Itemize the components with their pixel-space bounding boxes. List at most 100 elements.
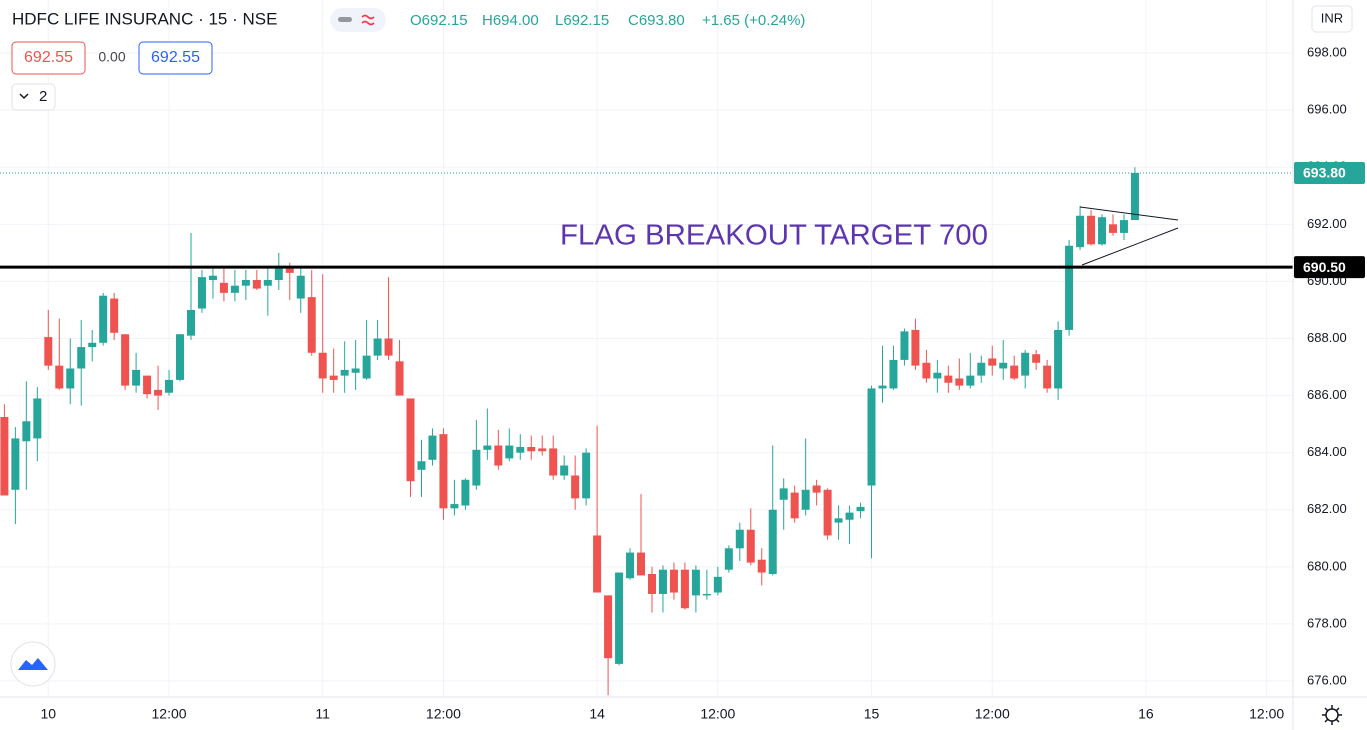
- candle-body: [340, 369, 349, 376]
- candle-body: [208, 275, 217, 280]
- currency-button[interactable]: [1311, 5, 1353, 33]
- grid: [0, 0, 1293, 697]
- candle-body: [867, 388, 876, 486]
- candle-body: [746, 529, 755, 563]
- candle-body: [318, 352, 327, 379]
- candle-body: [0, 417, 9, 496]
- price-tag: [1294, 161, 1365, 184]
- candle-body: [241, 279, 250, 286]
- buy-button[interactable]: [138, 41, 213, 75]
- candle-body: [549, 448, 558, 476]
- candle-body: [22, 421, 31, 442]
- candle-body: [110, 298, 119, 333]
- y-tick-label: 698.00: [1307, 45, 1347, 60]
- candle-body: [856, 506, 865, 512]
- candle-body: [691, 569, 700, 596]
- candle-body: [527, 446, 536, 452]
- candle-body: [812, 485, 821, 493]
- candle-body: [757, 559, 766, 573]
- candle-body: [505, 445, 514, 459]
- candle-body: [483, 445, 492, 450]
- candle-body: [790, 492, 799, 519]
- candle-body: [1043, 365, 1052, 389]
- candle-body: [1021, 352, 1030, 376]
- candle-body: [1010, 365, 1019, 379]
- candle-body: [1119, 220, 1128, 233]
- candle-body: [132, 369, 141, 386]
- candle-body: [735, 529, 744, 549]
- candle-body: [845, 512, 854, 520]
- candle-body: [724, 548, 733, 570]
- candle-body: [713, 576, 722, 593]
- candle-body: [702, 593, 711, 596]
- candle-body: [966, 375, 975, 386]
- ohlc-legend: O692.15 H694.00 L692.15 C693.80 +1.65 (+0.24…: [410, 12, 805, 29]
- candle-body: [307, 297, 316, 353]
- x-tick-label: 12:00: [700, 706, 735, 722]
- candle-body: [351, 368, 360, 373]
- candle-body: [582, 452, 591, 499]
- candle-body: [186, 309, 195, 336]
- candle-body: [230, 285, 239, 293]
- sell-button[interactable]: [11, 41, 86, 75]
- y-tick-label: 682.00: [1307, 501, 1347, 516]
- candle-body: [922, 362, 931, 379]
- candle-body: [274, 268, 283, 280]
- candle-body: [1076, 215, 1085, 248]
- x-tick-label: 16: [1138, 706, 1154, 722]
- price-tag-label: 690.50: [1303, 259, 1346, 275]
- candle-body: [944, 375, 953, 383]
- ohlc-value: C693.80: [628, 12, 685, 29]
- logo-icon: [18, 658, 48, 670]
- candle-body: [395, 361, 404, 396]
- candle-body: [1065, 245, 1074, 330]
- candle-body: [900, 331, 909, 360]
- indicators-count: 2: [39, 88, 47, 105]
- candle-body: [878, 385, 887, 389]
- candle-body: [197, 277, 206, 309]
- candle-body: [252, 279, 261, 289]
- candle-body: [1087, 215, 1096, 245]
- candle-body: [637, 552, 646, 576]
- candle-body: [1108, 224, 1117, 233]
- y-tick-label: 686.00: [1307, 387, 1347, 402]
- candle-body: [1054, 329, 1063, 389]
- candle-body: [121, 334, 130, 386]
- x-tick-label: 10: [41, 706, 57, 722]
- flag-line: [1081, 227, 1179, 266]
- indicators-toggle[interactable]: [11, 83, 56, 111]
- candle-body: [889, 359, 898, 389]
- axes: 676.00 678.00 680.00 682.00 684.00 686.00 688.…: [41, 45, 1365, 722]
- candle-body: [604, 595, 613, 659]
- sell-price: 692.55: [24, 49, 73, 66]
- candle-body: [143, 375, 152, 395]
- candle-body: [296, 275, 305, 299]
- candle-body: [44, 337, 53, 366]
- candle-body: [593, 535, 602, 593]
- x-tick-label: 12:00: [1249, 706, 1284, 722]
- candle-body: [428, 435, 437, 460]
- settings-icon: [1322, 705, 1342, 725]
- candle-body: [472, 449, 481, 486]
- currency: INR: [1321, 10, 1343, 25]
- status-pill[interactable]: [330, 8, 386, 32]
- candle-body: [823, 489, 832, 536]
- y-tick-label: 684.00: [1307, 444, 1347, 459]
- status-icon: [361, 14, 375, 26]
- price-tag-label: 693.80: [1303, 165, 1346, 181]
- ohlc-value: H694.00: [482, 12, 539, 29]
- buy-price: 692.55: [151, 49, 200, 66]
- y-tick-label: 688.00: [1307, 330, 1347, 345]
- candle-body: [329, 375, 338, 380]
- overlays: [0, 172, 1293, 269]
- candle-body: [406, 398, 415, 482]
- candle-body: [99, 295, 108, 343]
- ohlc-value: +1.65 (+0.24%): [702, 12, 805, 29]
- candle-body: [988, 358, 997, 366]
- status-icon: [338, 17, 352, 22]
- candle-body: [801, 489, 810, 510]
- candle-body: [285, 268, 294, 273]
- candle-body: [263, 279, 272, 286]
